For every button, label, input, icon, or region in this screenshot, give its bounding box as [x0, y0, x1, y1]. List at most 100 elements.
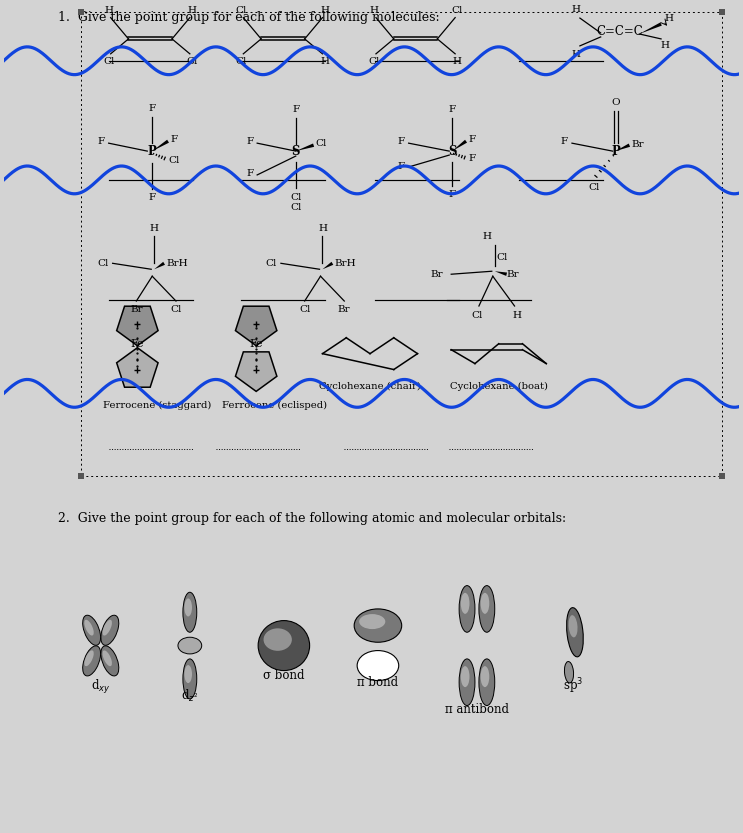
Polygon shape [452, 140, 467, 151]
Text: 1.  Give the point group for each of the following molecules:: 1. Give the point group for each of the … [58, 11, 440, 24]
Text: Cl: Cl [170, 305, 181, 314]
Text: Cl: Cl [588, 183, 600, 192]
Text: F: F [561, 137, 568, 146]
Text: π antibond: π antibond [445, 702, 509, 716]
Bar [719, 473, 725, 479]
Text: S: S [291, 145, 300, 157]
Text: H: H [482, 232, 491, 242]
Text: Cl: Cl [452, 6, 463, 15]
Ellipse shape [359, 614, 386, 629]
Ellipse shape [461, 593, 470, 614]
Polygon shape [117, 347, 158, 387]
Ellipse shape [82, 616, 100, 646]
Polygon shape [117, 307, 158, 346]
Text: Cl: Cl [290, 202, 302, 212]
Ellipse shape [481, 666, 490, 687]
Text: Cl: Cl [97, 259, 108, 267]
Ellipse shape [183, 659, 197, 699]
Ellipse shape [178, 637, 201, 654]
Text: H: H [320, 6, 329, 15]
Ellipse shape [357, 651, 399, 681]
Text: Br: Br [338, 305, 351, 314]
Text: Cl: Cl [168, 156, 179, 165]
Text: Cl: Cl [103, 57, 114, 66]
Text: π bond: π bond [357, 676, 398, 689]
Ellipse shape [264, 628, 292, 651]
Polygon shape [152, 140, 169, 151]
Text: BrH: BrH [166, 259, 188, 267]
Text: Ferrocene (staggard): Ferrocene (staggard) [103, 402, 211, 411]
Ellipse shape [459, 586, 475, 632]
Text: F: F [292, 105, 299, 114]
Ellipse shape [183, 592, 197, 632]
Ellipse shape [481, 593, 490, 614]
Text: H: H [664, 14, 673, 23]
Polygon shape [236, 352, 277, 392]
Polygon shape [155, 262, 165, 269]
Text: F: F [149, 104, 156, 113]
Text: F: F [170, 135, 177, 144]
Bar [81, 12, 722, 476]
Ellipse shape [103, 651, 112, 666]
Polygon shape [495, 272, 507, 276]
Text: Cl: Cl [299, 305, 311, 314]
Ellipse shape [479, 586, 495, 632]
Text: Cl: Cl [236, 6, 247, 15]
Ellipse shape [101, 646, 119, 676]
Bar [78, 473, 84, 479]
Ellipse shape [103, 620, 112, 636]
Ellipse shape [184, 665, 192, 683]
Text: H: H [512, 311, 521, 320]
Polygon shape [639, 22, 662, 34]
Text: F: F [398, 137, 405, 146]
Text: σ bond: σ bond [263, 669, 305, 682]
Text: F: F [468, 135, 476, 144]
Text: d$_{z^2}$: d$_{z^2}$ [181, 688, 198, 704]
Text: F: F [149, 192, 156, 202]
Text: Cyclohexane (chair): Cyclohexane (chair) [319, 382, 421, 391]
Text: Cl: Cl [186, 57, 198, 66]
Text: S: S [448, 145, 456, 157]
Text: H: H [369, 6, 378, 15]
Ellipse shape [459, 659, 475, 706]
Text: H: H [661, 41, 669, 50]
Text: Cyclohexane (boat): Cyclohexane (boat) [450, 382, 548, 391]
Polygon shape [296, 143, 314, 151]
Text: F: F [246, 169, 253, 178]
Text: Br: Br [431, 270, 444, 279]
Text: Cl: Cl [265, 259, 277, 267]
Text: H: H [318, 223, 327, 232]
Polygon shape [322, 262, 334, 269]
Text: H: H [104, 6, 113, 15]
Ellipse shape [101, 616, 119, 646]
Ellipse shape [565, 661, 574, 683]
Text: 2.  Give the point group for each of the following atomic and molecular orbitals: 2. Give the point group for each of the … [58, 512, 566, 526]
Text: P: P [148, 145, 157, 157]
Ellipse shape [354, 609, 402, 642]
Text: H: H [320, 57, 329, 66]
Text: F: F [398, 162, 405, 171]
Text: F: F [246, 137, 253, 146]
Text: Br: Br [507, 270, 519, 279]
Text: Br: Br [632, 140, 644, 148]
Text: H: H [452, 57, 461, 66]
Text: Cl: Cl [290, 192, 302, 202]
Text: O: O [611, 98, 620, 107]
Text: F: F [468, 153, 476, 162]
Text: Cl: Cl [471, 311, 483, 320]
Text: F: F [449, 190, 455, 199]
Bar [719, 9, 725, 15]
Text: Cl: Cl [369, 57, 380, 66]
Ellipse shape [84, 620, 94, 636]
Ellipse shape [479, 659, 495, 706]
Text: H: H [149, 223, 159, 232]
Text: H: H [187, 6, 196, 15]
Text: F: F [97, 137, 105, 146]
Text: d$_{xy}$: d$_{xy}$ [91, 677, 111, 696]
Text: Br: Br [130, 305, 143, 314]
Text: Cl: Cl [316, 138, 327, 147]
Text: sp$^3$: sp$^3$ [563, 676, 583, 696]
Text: Cl: Cl [236, 57, 247, 66]
Text: C=C=C: C=C=C [596, 26, 643, 38]
Ellipse shape [258, 621, 310, 671]
